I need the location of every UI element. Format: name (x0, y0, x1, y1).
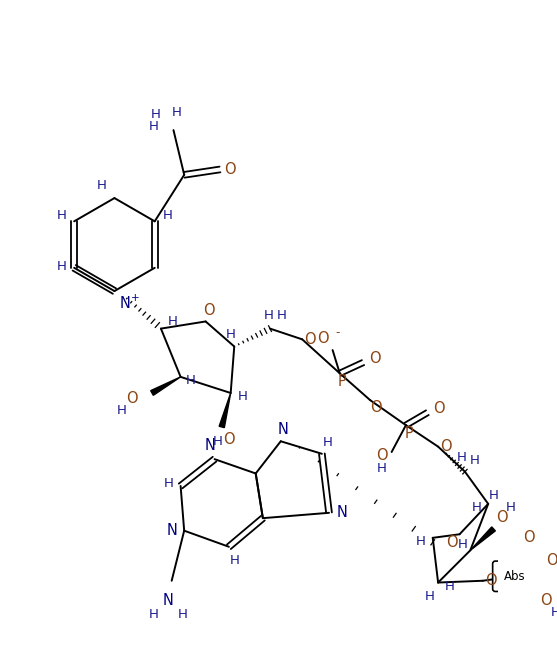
Text: H: H (550, 606, 557, 619)
Text: H: H (263, 309, 273, 322)
Text: O: O (446, 535, 457, 550)
Text: H: H (162, 210, 172, 223)
Text: H: H (97, 179, 107, 192)
Text: O: O (441, 439, 452, 454)
Text: H: H (149, 608, 159, 621)
Text: O: O (223, 432, 234, 447)
Text: O: O (305, 332, 316, 347)
Text: N: N (167, 523, 178, 538)
Text: H: H (416, 535, 426, 548)
Text: H: H (470, 453, 480, 466)
Text: H: H (57, 259, 67, 273)
Text: H: H (149, 120, 159, 133)
Text: H: H (172, 106, 182, 119)
Text: O: O (126, 391, 138, 406)
Text: H: H (377, 462, 387, 475)
Polygon shape (151, 377, 180, 395)
Text: P: P (338, 374, 347, 389)
Text: N: N (120, 297, 131, 312)
Text: O: O (224, 162, 236, 177)
Text: H: H (425, 590, 435, 603)
Text: O: O (317, 331, 329, 346)
Polygon shape (470, 527, 495, 550)
Text: H: H (57, 210, 67, 223)
Text: +: + (130, 293, 139, 303)
Text: H: H (178, 608, 187, 621)
Text: H: H (117, 404, 127, 417)
Text: P: P (404, 426, 413, 441)
Text: H: H (213, 435, 223, 448)
Text: H: H (506, 501, 515, 514)
Text: H: H (168, 315, 178, 328)
Text: O: O (376, 448, 388, 463)
Text: O: O (524, 530, 535, 545)
Text: H: H (277, 309, 287, 322)
Text: O: O (496, 510, 507, 525)
Text: N: N (337, 505, 348, 521)
Text: N: N (163, 593, 174, 608)
Text: O: O (370, 400, 382, 415)
Text: H: H (226, 328, 236, 341)
Text: O: O (433, 401, 445, 415)
Text: N: N (278, 422, 289, 437)
Text: O: O (546, 553, 557, 568)
Text: O: O (369, 351, 380, 366)
Text: H: H (164, 477, 174, 490)
Text: H: H (229, 553, 239, 567)
Text: -: - (335, 326, 339, 339)
Text: N: N (204, 438, 216, 453)
Text: Abs: Abs (504, 570, 526, 583)
Text: H: H (472, 501, 481, 514)
Text: O: O (540, 593, 552, 608)
Text: H: H (185, 374, 196, 387)
Text: H: H (456, 451, 466, 464)
Text: H: H (323, 435, 332, 449)
Text: H: H (488, 490, 499, 502)
Text: O: O (203, 303, 215, 318)
Text: H: H (237, 390, 247, 403)
Text: O: O (485, 573, 497, 588)
FancyBboxPatch shape (492, 561, 538, 591)
Polygon shape (219, 393, 231, 428)
Text: H: H (445, 580, 455, 593)
Text: H: H (457, 539, 467, 551)
Text: H: H (150, 108, 160, 121)
